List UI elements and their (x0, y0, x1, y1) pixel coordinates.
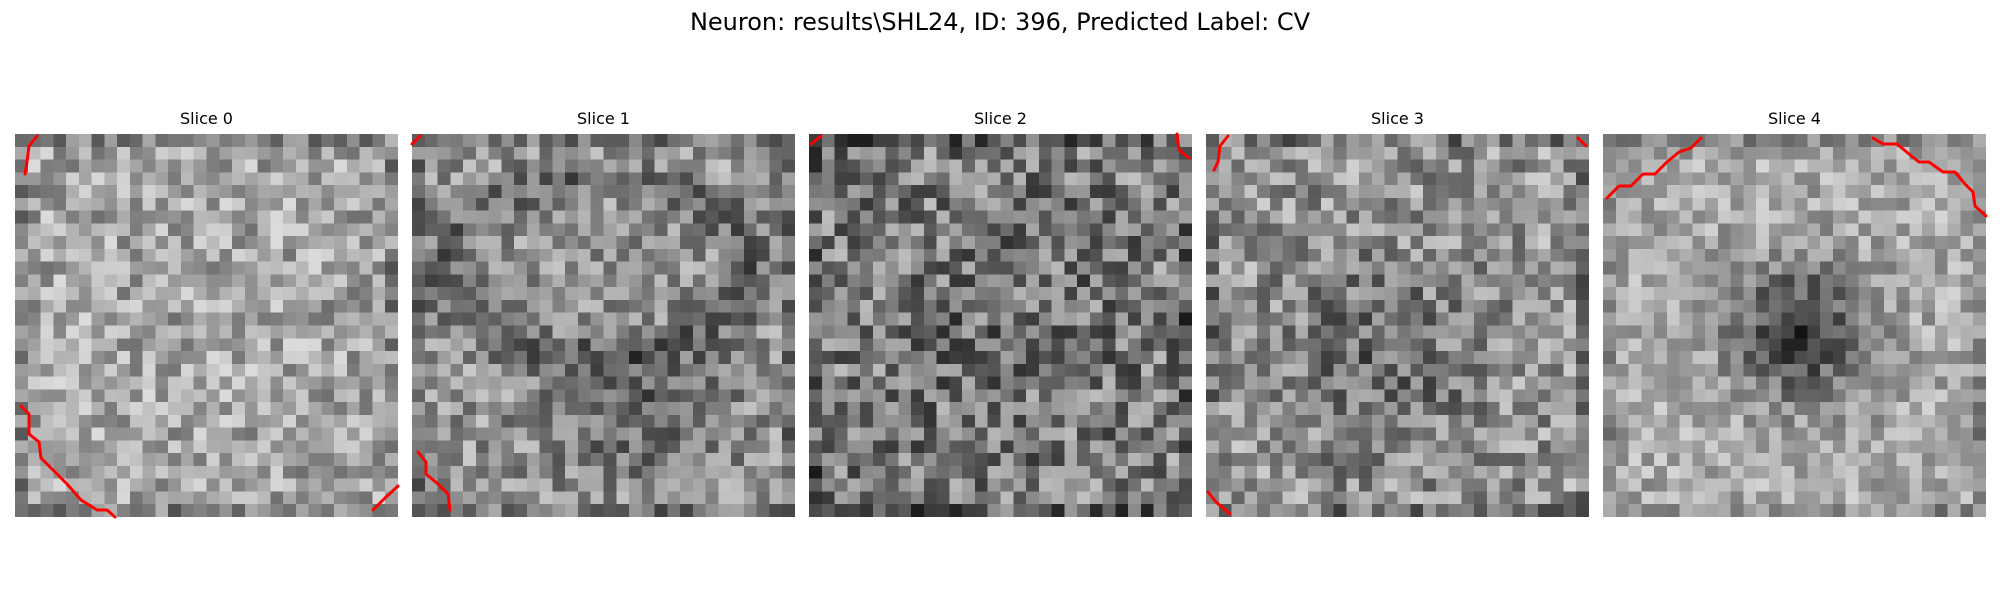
slice-panel-3: Slice 3 (1206, 108, 1589, 528)
slice-title: Slice 4 (1768, 109, 1821, 128)
slice-image (809, 134, 1192, 517)
slice-image (15, 134, 398, 517)
figure-title: Neuron: results\SHL24, ID: 396, Predicte… (689, 8, 1311, 36)
slice-image (1603, 134, 1986, 517)
slice-title: Slice 3 (1371, 109, 1424, 128)
slice-title: Slice 1 (577, 109, 630, 128)
slice-image (1206, 134, 1589, 517)
slice-title: Slice 0 (180, 109, 233, 128)
slice-panel-4: Slice 4 (1603, 108, 1988, 528)
slice-panel-1: Slice 1 (410, 108, 795, 528)
slice-image (412, 134, 795, 517)
slice-title: Slice 2 (974, 109, 1027, 128)
slice-panel-0: Slice 0 (15, 108, 400, 528)
slice-panel-2: Slice 2 (809, 108, 1192, 528)
